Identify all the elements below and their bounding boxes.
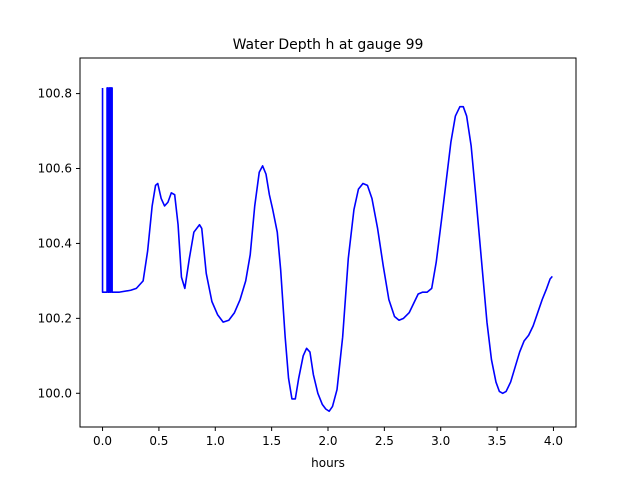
x-tick-label: 1.0 (206, 434, 225, 448)
chart-title: Water Depth h at gauge 99 (233, 37, 424, 53)
x-axis-label: hours (311, 456, 345, 470)
x-tick-label: 2.0 (318, 434, 337, 448)
x-tick-label: 3.5 (488, 434, 507, 448)
x-tick-label: 2.5 (375, 434, 394, 448)
x-tick-label: 0.5 (149, 434, 168, 448)
plot-area: 0.0 0.5 1.0 1.5 2.0 2.5 3.0 3.5 4.0 100.0 100.2 100… (38, 57, 577, 448)
y-tick-label: 100.2 (38, 311, 72, 325)
x-tick-label: 1.5 (262, 434, 281, 448)
y-tick-label: 100.8 (38, 87, 72, 101)
y-tick-label: 100.4 (38, 236, 72, 250)
x-tick-label: 0.0 (93, 434, 112, 448)
x-tick-label: 4.0 (544, 434, 563, 448)
series-line-0 (101, 87, 553, 413)
y-tick-label: 100.6 (38, 162, 72, 176)
y-tick-label: 100.0 (38, 386, 72, 400)
x-tick-label: 3.0 (431, 434, 450, 448)
